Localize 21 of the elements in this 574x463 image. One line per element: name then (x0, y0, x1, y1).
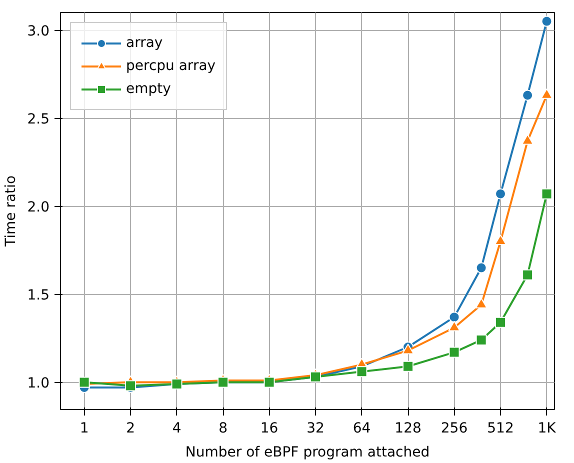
y-tick-label: 3.0 (27, 24, 50, 40)
y-tick-label: 1.0 (27, 376, 50, 392)
legend-label: percpu array (126, 58, 216, 74)
legend-label: empty (126, 81, 171, 97)
x-tick-label: 32 (306, 420, 324, 436)
legend-label: array (126, 35, 163, 51)
x-tick-label: 512 (487, 420, 514, 436)
x-tick-label: 4 (172, 420, 182, 436)
x-tick-label: 16 (260, 420, 278, 436)
y-axis-title: Time ratio (3, 175, 20, 248)
x-tick-label: 2 (126, 420, 136, 436)
x-tick-label: 8 (218, 420, 228, 436)
x-tick-label: 128 (394, 420, 422, 436)
x-tick-label: 64 (352, 420, 371, 436)
x-axis-title: Number of eBPF program attached (185, 444, 430, 460)
y-tick-label: 2.0 (27, 200, 50, 216)
x-tick-label: 1K (538, 420, 557, 436)
y-tick-label: 2.5 (27, 112, 50, 128)
x-tick-label: 1 (80, 420, 89, 436)
x-tick-label: 256 (440, 420, 468, 436)
y-tick-label: 1.5 (27, 288, 50, 304)
